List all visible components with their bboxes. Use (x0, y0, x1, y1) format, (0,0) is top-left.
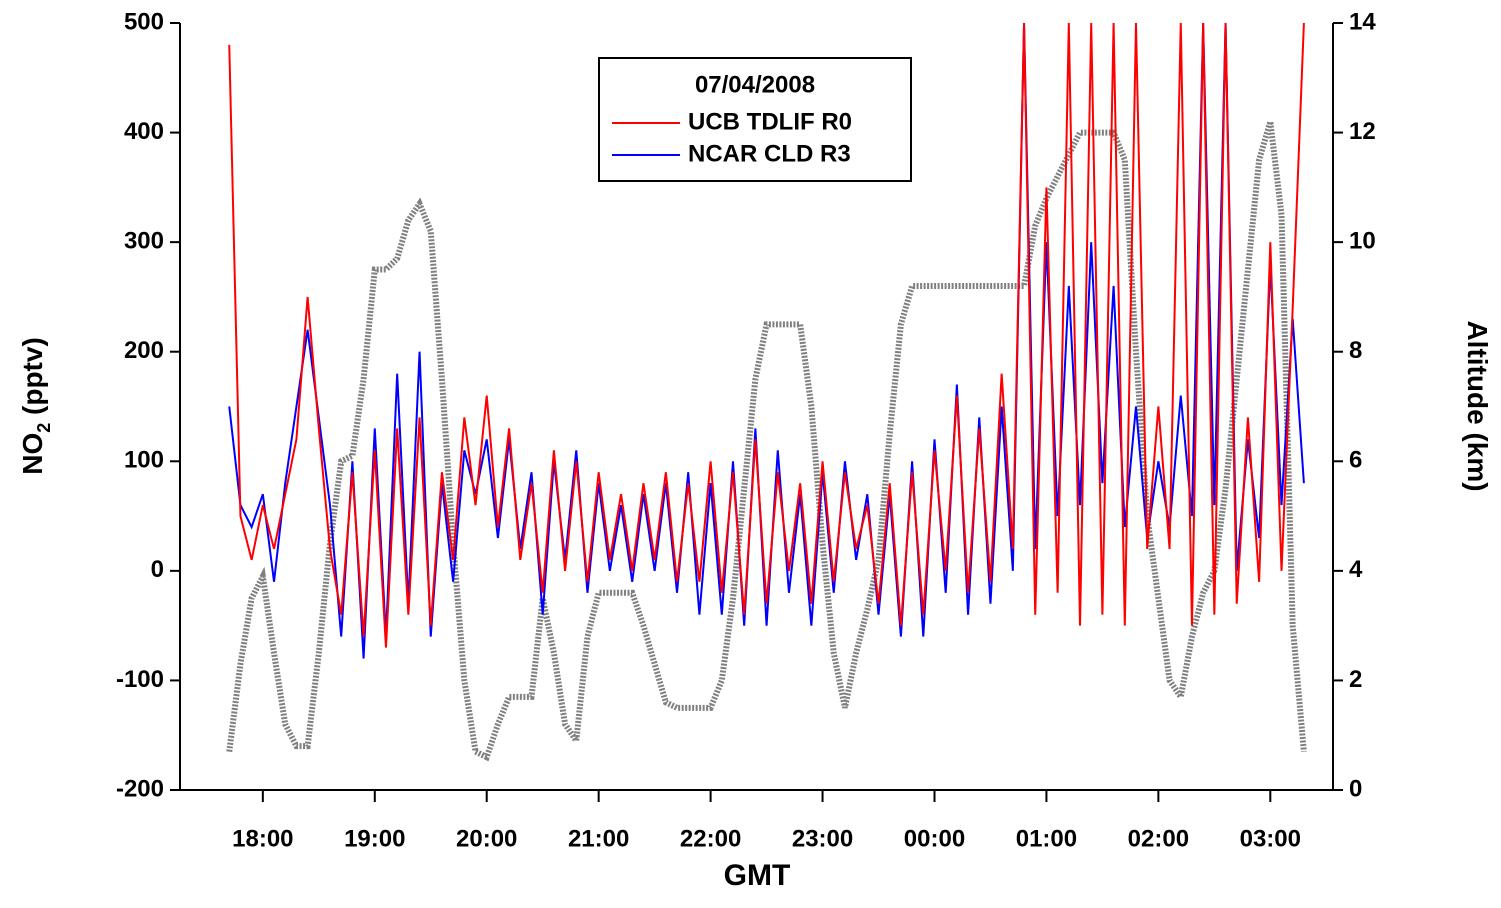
series-line (228, 23, 1305, 648)
y-axis-title: NO2 (pptv) (17, 337, 54, 475)
y-tick-label: 500 (124, 8, 164, 35)
y-tick-label: 300 (124, 227, 164, 254)
y2-tick-label: 2 (1349, 666, 1362, 693)
y-tick-label: 400 (124, 118, 164, 145)
x-tick-label: 00:00 (904, 825, 965, 852)
y2-tick-label: 8 (1349, 337, 1362, 364)
x-tick-label: 02:00 (1128, 825, 1189, 852)
y-tick-label: -200 (116, 775, 164, 802)
y-axis-title-sub: 2 (34, 423, 54, 433)
x-tick-label: 21:00 (568, 825, 629, 852)
x-tick-label: 03:00 (1240, 825, 1301, 852)
y-tick-label: 100 (124, 447, 164, 474)
y2-tick-label: 0 (1349, 775, 1362, 802)
y-axis-title-part: (pptv) (17, 337, 48, 423)
altitude-line (226, 120, 1307, 762)
y-tick-label: 200 (124, 337, 164, 364)
y2-tick-label: 6 (1349, 447, 1362, 474)
legend: 07/04/2008 (598, 57, 912, 182)
y-tick-label: -100 (116, 666, 164, 693)
y2-axis-title: Altitude (km) (1462, 320, 1493, 491)
legend-title: 07/04/2008 (695, 71, 815, 98)
x-tick-label: 01:00 (1016, 825, 1077, 852)
x-tick-label: 20:00 (456, 825, 517, 852)
y2-tick-label: 12 (1349, 118, 1376, 145)
legend-box (598, 57, 912, 182)
y2-tick-label: 10 (1349, 227, 1376, 254)
y2-tick-label: 14 (1349, 8, 1376, 35)
y-axis-title-part: NO (17, 433, 48, 475)
y-tick-label: 0 (151, 556, 164, 583)
x-tick-label: 23:00 (792, 825, 853, 852)
x-tick-label: 22:00 (680, 825, 741, 852)
y2-tick-label: 4 (1349, 556, 1363, 583)
x-axis-title: GMT (724, 859, 791, 892)
legend-label: UCB TDLIF R0 (688, 108, 852, 135)
x-tick-label: 19:00 (344, 825, 405, 852)
x-tick-label: 18:00 (232, 825, 293, 852)
legend-label: NCAR CLD R3 (688, 140, 851, 167)
plot-area (226, 23, 1307, 762)
